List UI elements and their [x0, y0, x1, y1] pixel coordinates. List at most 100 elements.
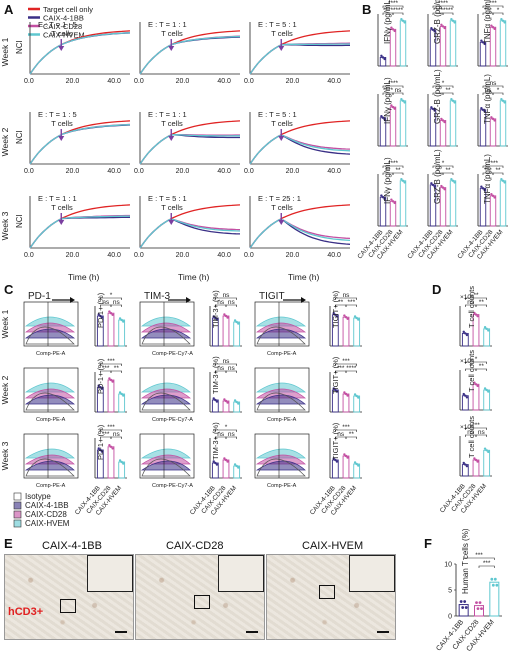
sig-label: ****	[438, 0, 449, 7]
data-point	[474, 383, 478, 386]
nci-curve	[249, 204, 351, 249]
data-point	[97, 447, 100, 450]
sig-label: ***	[337, 365, 345, 372]
data-point	[233, 319, 237, 322]
sig-label: ns	[113, 299, 121, 306]
data-point	[383, 57, 386, 61]
nci-plot	[139, 112, 241, 165]
marker-arrowhead	[70, 297, 75, 303]
sig-label: *	[437, 87, 440, 94]
flow-histogram	[254, 433, 310, 479]
data-point	[481, 41, 485, 44]
x-tick-label: 20.0	[286, 252, 300, 259]
ihc-title-3: CAIX-HVEM	[302, 540, 364, 552]
bar	[342, 455, 350, 479]
histogram-frame	[139, 367, 195, 413]
marker-arrowhead	[301, 297, 306, 303]
row-label: Week 2	[0, 127, 10, 156]
cytokine-plot	[477, 5, 508, 67]
y-axis-label: NCI	[15, 130, 24, 144]
sig-label: ns	[485, 87, 493, 94]
data-point	[473, 381, 476, 384]
data-point	[487, 450, 490, 454]
data-point	[453, 181, 456, 184]
y-axis-label: TIGIT+ (%)	[331, 356, 340, 394]
x-axis-label: Time (h)	[288, 272, 319, 282]
data-point	[430, 27, 433, 30]
data-point	[483, 387, 487, 390]
data-point	[383, 197, 386, 201]
histogram-frame	[254, 301, 310, 347]
hcd3-stain-label: hCD3+	[8, 606, 44, 618]
data-point	[440, 184, 443, 188]
cytokine-plot	[427, 165, 458, 227]
x-tick-label: 40.0	[217, 78, 231, 85]
data-point	[443, 120, 446, 124]
data-point	[480, 39, 483, 42]
legend-label: CAIX-4-1BB	[43, 14, 84, 23]
checkpoint-plot	[209, 363, 242, 413]
bar	[499, 180, 507, 227]
marker-title: PD-1	[28, 291, 51, 302]
y-axis-label: Human T cells (%)	[461, 528, 470, 594]
sig-label: **	[473, 292, 479, 299]
sig-bracket	[100, 429, 122, 432]
sig-label: *	[469, 363, 472, 370]
sig-label: ns	[102, 299, 110, 306]
data-point	[441, 186, 445, 189]
nci-curve	[29, 216, 131, 249]
sig-bracket	[215, 429, 237, 432]
data-point	[495, 583, 499, 587]
x-axis-label: Comp-PE-A	[267, 483, 297, 489]
human-tcells-plot	[454, 557, 502, 617]
data-point	[357, 318, 360, 321]
sig-label: **	[479, 363, 485, 370]
histogram-frame	[254, 433, 310, 479]
y-axis-label: PD-1+ (%)	[96, 358, 105, 394]
exponent-label: ×10⁶	[460, 358, 474, 365]
sig-label: ***	[489, 0, 497, 7]
data-point	[475, 601, 478, 604]
sig-label: ns	[228, 299, 236, 306]
data-point	[453, 21, 456, 24]
data-point	[226, 460, 229, 463]
data-point	[390, 26, 393, 29]
bar	[222, 315, 230, 347]
data-point	[476, 384, 479, 388]
et-ratio-label: E : T = 5 : 1	[258, 20, 297, 29]
data-point	[391, 200, 395, 203]
x-axis-label: Comp-PE-Cy7-A	[152, 417, 193, 423]
x-axis-label: Comp-PE-A	[36, 483, 66, 489]
sig-label: *	[442, 160, 445, 167]
histogram-trace	[255, 448, 306, 459]
x-tick-label: 0.0	[134, 78, 144, 85]
nci-curve	[29, 214, 130, 249]
nci-plot	[139, 22, 241, 75]
data-point	[483, 188, 486, 192]
exponent-label: ×10⁶	[460, 294, 474, 301]
y-axis-label: GRZ-B (pg/mL)	[433, 0, 442, 44]
data-point	[235, 400, 238, 404]
y-axis-label: T cell counts	[467, 286, 476, 328]
tcells-arrow-label: T cells	[161, 119, 183, 128]
nci-curve	[29, 123, 131, 165]
data-point	[490, 577, 494, 581]
ihc-roi-box	[194, 595, 210, 609]
x-tick-label: 40.0	[107, 252, 121, 259]
x-tick-label: 40.0	[107, 168, 121, 175]
x-tick-label: 20.0	[66, 252, 80, 259]
y-axis-label: TNFα (pg/mL)	[483, 154, 492, 204]
sig-label: **	[338, 299, 344, 306]
tcells-arrow-label: T cells	[51, 119, 73, 128]
bar	[353, 317, 361, 347]
x-tick-label: 40.0	[107, 78, 121, 85]
x-tick-label: 40.0	[327, 78, 341, 85]
data-point	[344, 392, 348, 396]
sig-label: ns	[478, 429, 486, 436]
sig-label: *	[442, 80, 445, 87]
data-point	[441, 119, 445, 122]
sig-bracket	[100, 363, 122, 366]
data-point	[480, 607, 483, 610]
data-point	[212, 460, 215, 463]
flow-histogram	[139, 301, 195, 347]
